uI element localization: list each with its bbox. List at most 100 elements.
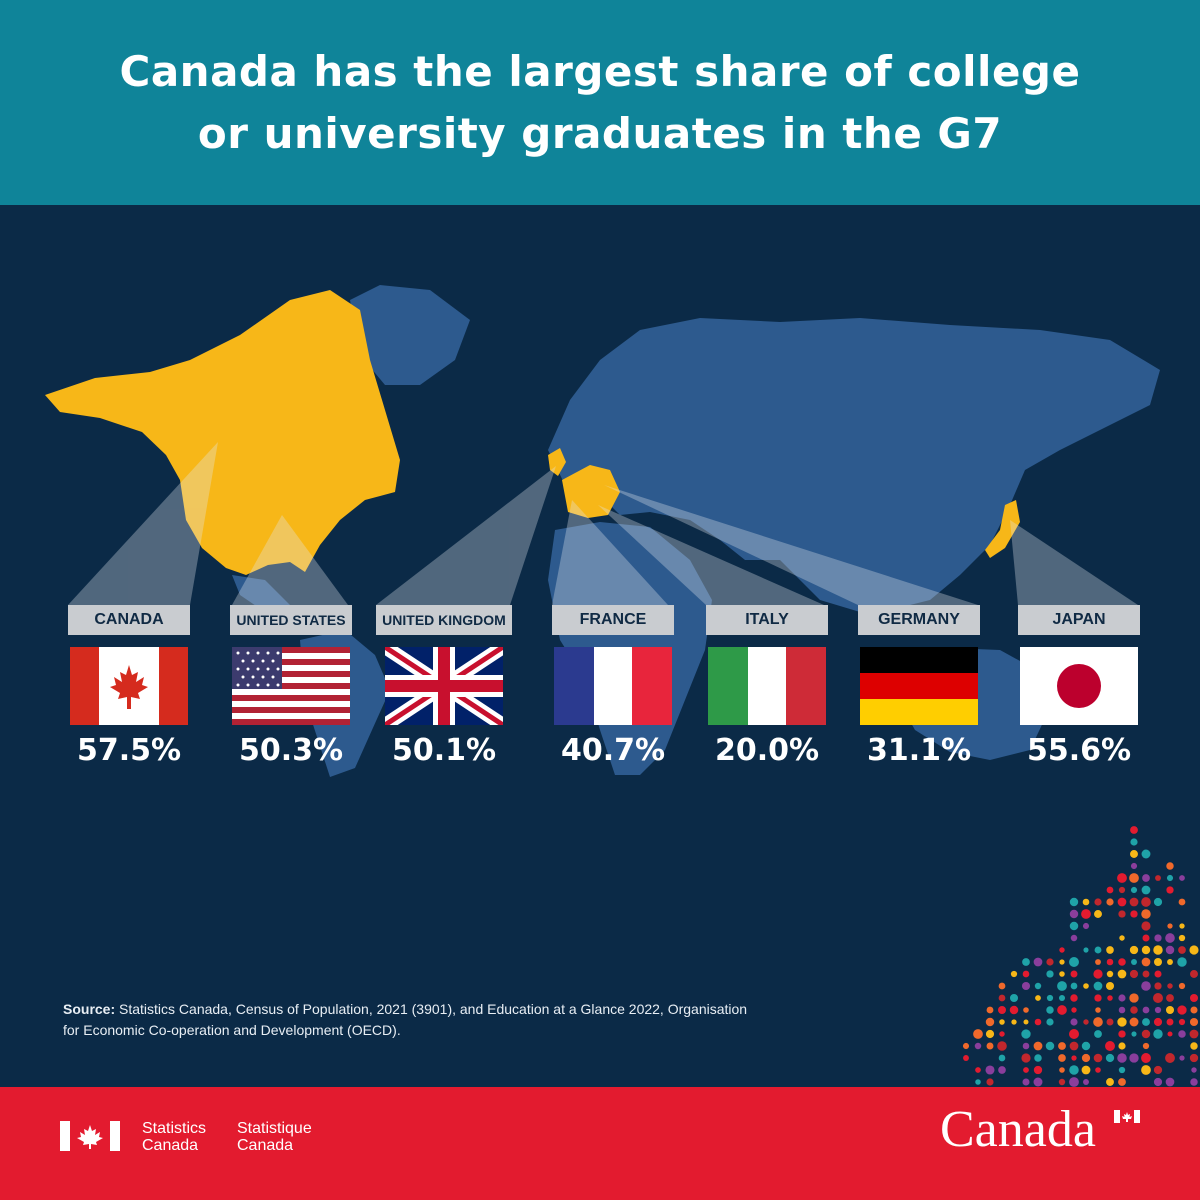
uk-flag-icon bbox=[385, 647, 503, 725]
leaf-dot bbox=[1069, 897, 1079, 907]
leaf-dot bbox=[1166, 1018, 1174, 1026]
leaf-dot bbox=[1106, 1078, 1114, 1086]
footer-bar bbox=[0, 1087, 1200, 1200]
leaf-dot bbox=[1082, 922, 1090, 930]
leaf-dot bbox=[986, 1006, 994, 1014]
leaf-dot bbox=[1177, 957, 1187, 967]
leaf-dot bbox=[1118, 1030, 1126, 1038]
leaf-dot bbox=[1177, 1005, 1187, 1015]
leaf-dot bbox=[1179, 1055, 1185, 1061]
leaf-dot bbox=[1021, 1053, 1031, 1063]
uk-highlight bbox=[548, 448, 566, 476]
country-card-united-kingdom: UNITED KINGDOM 50.1% bbox=[376, 605, 512, 768]
leaf-dot bbox=[1178, 898, 1186, 906]
leaf-dot bbox=[1141, 849, 1151, 859]
country-label-germany: GERMANY bbox=[858, 605, 980, 635]
source-note: Source: Statistics Canada, Census of Pop… bbox=[63, 999, 763, 1041]
leaf-dot bbox=[1033, 957, 1043, 967]
leaf-dot bbox=[1093, 981, 1103, 991]
leaf-dot bbox=[1093, 1053, 1103, 1063]
leaf-dot bbox=[1010, 970, 1018, 978]
value-france: 40.7% bbox=[560, 733, 666, 768]
beam-italy bbox=[598, 505, 824, 605]
beam-france bbox=[552, 500, 668, 605]
country-card-united-states: UNITED STATES 50.3% bbox=[230, 605, 352, 768]
leaf-dot bbox=[1129, 897, 1139, 907]
leaf-dot bbox=[1129, 1053, 1139, 1063]
leaf-dot bbox=[1141, 897, 1151, 907]
japan-highlight bbox=[985, 500, 1020, 558]
leaf-dot bbox=[1166, 874, 1174, 882]
leaf-dot bbox=[1142, 934, 1150, 942]
country-label-canada: CANADA bbox=[68, 605, 190, 635]
leaf-dot bbox=[1081, 1053, 1091, 1063]
country-label-united-states: UNITED STATES bbox=[230, 605, 352, 635]
leaf-dot bbox=[1093, 969, 1103, 979]
leaf-dot bbox=[1153, 993, 1163, 1003]
leaf-dot bbox=[1094, 1030, 1102, 1038]
leaf-dot bbox=[1021, 1029, 1031, 1039]
leaf-dot bbox=[1142, 1006, 1150, 1014]
statcan-name-fr: Statistique Canada bbox=[237, 1120, 312, 1154]
leaf-dot bbox=[1117, 1053, 1127, 1063]
source-text: Statistics Canada, Census of Population,… bbox=[63, 1001, 748, 1038]
leaf-dot bbox=[1131, 959, 1137, 965]
leaf-dot bbox=[1046, 994, 1054, 1002]
leaf-dot bbox=[1190, 970, 1198, 978]
leaf-dot bbox=[1022, 958, 1030, 966]
leaf-dot bbox=[1081, 1065, 1091, 1075]
leaf-dot bbox=[1105, 981, 1115, 991]
value-united-states: 50.3% bbox=[238, 733, 344, 768]
leaf-dot bbox=[1154, 934, 1162, 942]
leaf-dot bbox=[1095, 959, 1101, 965]
leaf-dot bbox=[1141, 1029, 1151, 1039]
leaf-dot bbox=[1178, 934, 1186, 942]
leaf-dot bbox=[963, 1055, 969, 1061]
leaf-dot bbox=[1118, 994, 1126, 1002]
leaf-dot bbox=[1022, 1078, 1030, 1086]
leaf-dot bbox=[1166, 994, 1174, 1002]
country-card-japan: JAPAN 55.6% bbox=[1018, 605, 1140, 768]
leaf-dot bbox=[1035, 995, 1041, 1001]
leaf-dot bbox=[1023, 1007, 1029, 1013]
leaf-dot bbox=[975, 1067, 981, 1073]
statcan-name-en: Statistics Canada bbox=[142, 1120, 206, 1154]
greenland bbox=[350, 285, 470, 385]
leaf-dot bbox=[1117, 969, 1127, 979]
leaf-dot bbox=[1129, 993, 1139, 1003]
leaf-dot bbox=[1069, 909, 1079, 919]
leaf-dot bbox=[1033, 1077, 1043, 1087]
leaf-dot bbox=[1059, 947, 1065, 953]
leaf-dot bbox=[999, 1019, 1005, 1025]
leaf-dot bbox=[1021, 981, 1031, 991]
leaf-dot bbox=[1106, 970, 1114, 978]
leaf-dot bbox=[1059, 959, 1065, 965]
leaf-dot bbox=[1130, 838, 1138, 846]
leaf-dot bbox=[1069, 1029, 1079, 1039]
leaf-dot bbox=[1153, 1065, 1163, 1075]
leaf-dot bbox=[975, 1079, 981, 1085]
leaf-dot bbox=[1009, 1005, 1019, 1015]
leaf-dot bbox=[1167, 923, 1173, 929]
leaf-dot bbox=[1070, 1018, 1078, 1026]
leaf-dot bbox=[1167, 959, 1173, 965]
italy-flag-icon bbox=[708, 647, 826, 725]
value-canada: 57.5% bbox=[76, 733, 182, 768]
leaf-dot bbox=[1059, 1067, 1065, 1073]
europe-highlight bbox=[562, 465, 620, 518]
leaf-dot bbox=[1117, 897, 1127, 907]
leaf-dot bbox=[1095, 1067, 1101, 1073]
leaf-dot bbox=[1118, 1042, 1126, 1050]
leaf-dot bbox=[1118, 1006, 1126, 1014]
leaf-dot bbox=[1058, 1042, 1066, 1050]
leaf-dot bbox=[1118, 1078, 1126, 1086]
leaf-dot bbox=[1118, 958, 1126, 966]
leaf-dot bbox=[1034, 1018, 1042, 1026]
leaf-dot bbox=[1071, 1007, 1077, 1013]
leaf-dot bbox=[1142, 874, 1150, 882]
beam-us bbox=[232, 515, 348, 605]
country-card-germany: GERMANY 31.1% bbox=[858, 605, 980, 768]
leaf-dot bbox=[1129, 1017, 1139, 1027]
leaf-dot bbox=[1178, 1018, 1186, 1026]
leaf-dot bbox=[1083, 1079, 1089, 1085]
